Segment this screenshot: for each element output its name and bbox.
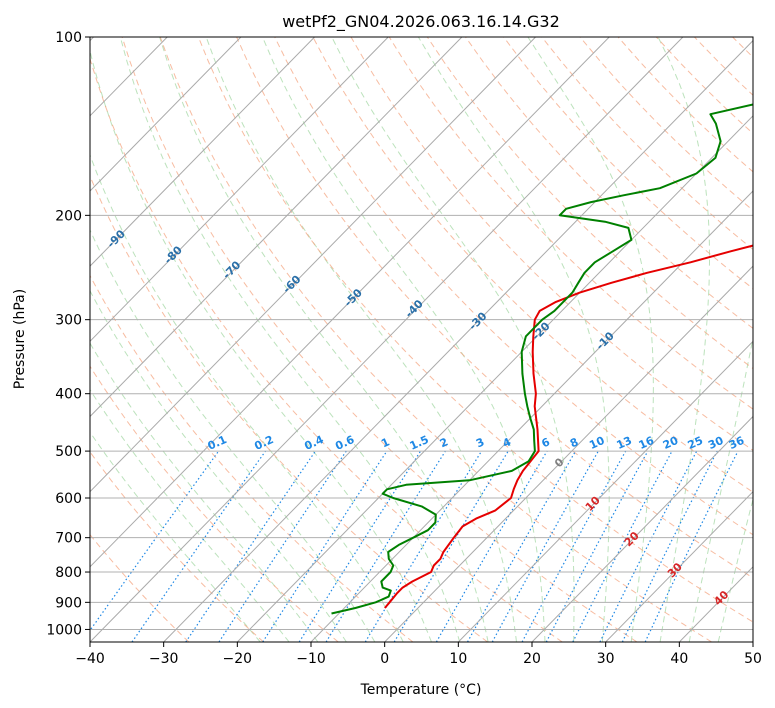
x-tick-label: 10 xyxy=(449,651,467,667)
y-tick-label: 800 xyxy=(55,565,82,581)
mixing-ratio-line xyxy=(218,450,347,642)
dry-adiabat-line xyxy=(236,37,753,579)
y-tick-label: 600 xyxy=(55,491,82,507)
temperature-profile-line xyxy=(384,244,753,609)
x-tick-label: −10 xyxy=(296,651,326,667)
isotherm-line xyxy=(90,37,463,418)
sounding-series xyxy=(331,103,753,615)
dry-adiabat-line xyxy=(90,175,488,642)
moist-adiabat-line xyxy=(90,48,432,642)
pressure-gridlines xyxy=(90,37,753,630)
moist-adiabat-line xyxy=(90,388,290,642)
dry-adiabat-line xyxy=(426,37,753,370)
x-tick-label: −40 xyxy=(75,651,105,667)
isotherm-line xyxy=(163,39,753,642)
y-tick-label: 300 xyxy=(55,313,82,329)
moist-adiabat-line xyxy=(417,37,610,642)
isotherm-line xyxy=(90,37,242,192)
mixing-ratio-line xyxy=(298,450,422,642)
moist-adiabat-line xyxy=(717,497,753,642)
dry-adiabat-line xyxy=(90,451,264,642)
plot-area: 0.10.20.40.611.52346810131620253036-100-… xyxy=(90,37,753,642)
mixing-ratio-line xyxy=(521,450,627,642)
isotherm-line xyxy=(605,490,753,642)
dry-adiabat-line xyxy=(350,37,753,451)
isotherm-line xyxy=(531,415,753,642)
moist-adiabat-line xyxy=(688,335,753,642)
x-axis-label: Temperature (°C) xyxy=(360,682,482,698)
isotherm-line xyxy=(90,37,536,493)
moist-adiabat-line xyxy=(205,37,517,642)
x-tick-label: 50 xyxy=(744,651,762,667)
y-tick-label: 900 xyxy=(55,595,82,611)
dry-adiabat-line xyxy=(312,37,753,493)
mixing-ratio-line xyxy=(131,450,266,642)
skewed-isotherms xyxy=(90,37,753,642)
moist-adiabat-line xyxy=(90,431,261,642)
moist-adiabat-line xyxy=(657,37,710,642)
mixing-ratio-line xyxy=(621,450,718,642)
y-axis-ticks: 100 200 300 400 500 600 700 800 900 1000 xyxy=(46,30,90,638)
mixing-ratio-label: 36 xyxy=(727,434,747,452)
y-tick-label: 400 xyxy=(55,387,82,403)
mixing-ratio-label: 16 xyxy=(637,434,657,452)
isotherm-line xyxy=(90,37,610,568)
y-tick-label: 100 xyxy=(55,30,82,46)
y-axis-label: Pressure (hPa) xyxy=(12,289,28,389)
y-tick-label: 500 xyxy=(55,444,82,460)
mixing-ratio-line xyxy=(90,450,220,632)
isotherm-line xyxy=(90,37,389,343)
isotherm-line xyxy=(90,37,684,642)
mixing-ratio-label: 30 xyxy=(706,434,726,452)
dry-adiabat-line xyxy=(90,56,563,642)
moist-adiabats xyxy=(90,37,753,642)
moist-adiabat-line xyxy=(527,37,654,642)
dry-adiabat-line xyxy=(90,365,339,642)
isotherm-line xyxy=(310,190,753,642)
mixing-ratio-label: 25 xyxy=(686,434,705,452)
mixing-ratio-label: 13 xyxy=(615,434,634,452)
dry-adiabat-line xyxy=(388,37,753,410)
x-tick-label: −30 xyxy=(149,651,179,667)
y-tick-label: 700 xyxy=(55,531,82,547)
mixing-ratio-line xyxy=(262,450,388,642)
plot-frame xyxy=(89,36,754,643)
moist-adiabat-line xyxy=(119,37,461,642)
moist-adiabat-line xyxy=(90,228,376,642)
mixing-ratio-line xyxy=(364,450,483,642)
isotherm-line xyxy=(384,265,753,642)
mixing-ratio-line xyxy=(185,450,316,642)
x-tick-label: 20 xyxy=(523,651,541,667)
mixing-ratio-line xyxy=(545,450,649,642)
mixing-ratio-label: 10 xyxy=(587,434,607,452)
x-tick-label: 0 xyxy=(380,651,389,667)
y-tick-label: 200 xyxy=(55,208,82,224)
moist-adiabat-line xyxy=(90,342,319,642)
moist-adiabat-line xyxy=(90,289,347,642)
dry-adiabat-line xyxy=(121,37,638,642)
x-tick-label: −20 xyxy=(223,651,253,667)
x-tick-label: 30 xyxy=(597,651,615,667)
x-axis-ticks: −40 −30 −20 −10 0 10 20 30 40 50 xyxy=(75,642,762,667)
isotherm-line xyxy=(457,340,753,642)
dewpoint-profile-line xyxy=(331,103,753,615)
y-tick-label: 1000 xyxy=(46,622,82,638)
isotherm-line xyxy=(90,37,315,267)
x-tick-label: 40 xyxy=(670,651,688,667)
dry-adiabat-line xyxy=(197,37,753,623)
moist-adiabat-line xyxy=(159,37,489,642)
mixing-ratio-label: 20 xyxy=(661,434,681,452)
mixing-ratio-line xyxy=(599,450,698,642)
moist-adiabat-line xyxy=(262,37,546,642)
chart-title: wetPf2_GN04.2026.063.16.14.G32 xyxy=(282,12,560,32)
dry-adiabat-line xyxy=(159,37,712,642)
mixing-ratio-line xyxy=(466,450,577,642)
